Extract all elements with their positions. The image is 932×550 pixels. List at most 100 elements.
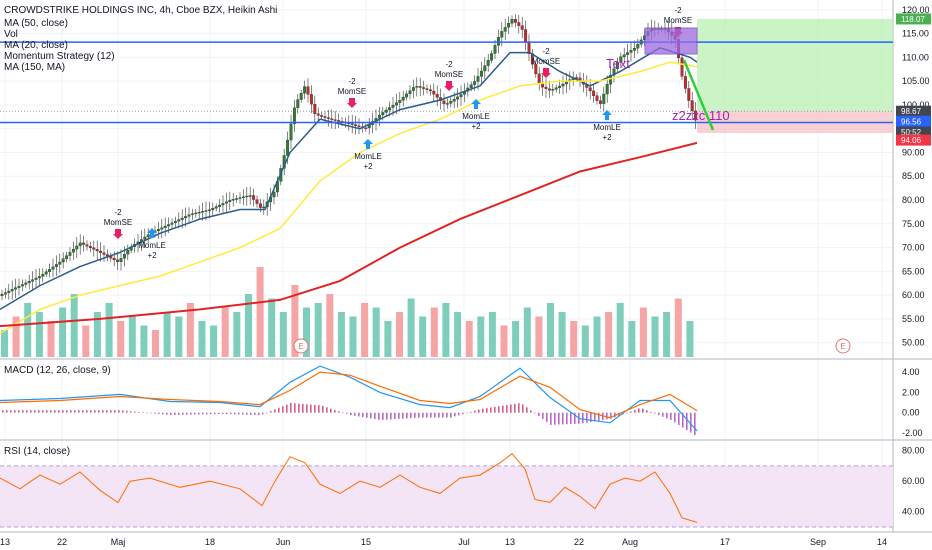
candle-body (377, 114, 381, 119)
volume-bar (1, 330, 8, 357)
drawing-text-label[interactable]: Text (606, 56, 630, 71)
candle-body (180, 217, 184, 220)
legend-line[interactable]: MA (150, MA) (4, 62, 65, 73)
candle-body (116, 259, 120, 262)
macd-histogram-bar (518, 403, 520, 413)
candle-body (201, 211, 205, 213)
candle-body (432, 90, 436, 95)
macd-histogram-bar (678, 412, 680, 425)
horizontal-levels[interactable] (0, 41, 893, 124)
macd-histogram-bar (662, 412, 664, 417)
macd-histogram-bar (542, 412, 544, 419)
candle-body (609, 75, 613, 85)
candle-body (510, 19, 514, 24)
volume-bar (465, 321, 473, 357)
trend-line-drawing[interactable] (682, 59, 715, 131)
macd-histogram-bar (38, 410, 40, 413)
box-drawing[interactable] (644, 27, 698, 55)
macd-histogram-bar (210, 412, 212, 415)
macd-histogram-bar (94, 410, 96, 413)
drawing-text-label-2[interactable]: z2zzc 110 (672, 108, 730, 123)
macd-histogram-bar (330, 408, 332, 413)
macd-histogram-bar (262, 412, 264, 415)
candle-body (296, 99, 300, 108)
candle-body (483, 65, 487, 72)
macd-histogram-bar (606, 412, 608, 420)
macd-histogram-bar (6, 410, 8, 413)
candle-body (122, 254, 126, 259)
legend-line[interactable]: MA (50, close) (4, 18, 68, 29)
candle-body (88, 246, 92, 248)
candle-body (592, 90, 596, 96)
price-tick-label: 115.00 (902, 29, 929, 39)
candle-body (690, 100, 694, 112)
candle-body (61, 258, 65, 263)
candle-body (595, 95, 599, 101)
volume-bar (117, 321, 125, 357)
macd-histogram-bar (306, 404, 308, 413)
candle-body (163, 225, 167, 228)
candle-body (224, 201, 228, 204)
earnings-marker-icon[interactable] (835, 338, 851, 354)
candle-body (493, 45, 497, 54)
macd-histogram-bar (582, 412, 584, 424)
volume-bar (442, 303, 450, 357)
macd-histogram-bar (138, 412, 140, 413)
macd-histogram-bar (218, 412, 220, 414)
macd-histogram-bar (366, 412, 368, 418)
candle-body (119, 258, 123, 262)
macd-histogram-bar (694, 412, 696, 436)
legend-line[interactable]: MA (20, close) (4, 40, 68, 51)
candle-body (34, 277, 38, 280)
drawings[interactable]: Text z2zzc 110 (606, 27, 730, 131)
candle-body (303, 86, 307, 94)
macd-histogram-bar (386, 412, 388, 420)
candle-body (68, 252, 72, 256)
price-tick-label: 80.00 (902, 195, 925, 205)
macd-histogram-bar (298, 403, 300, 413)
time-axis[interactable]: 13 22 Maj 18 Jun 15 Jul 13 22 Aug 17 Sep 14 (0, 537, 887, 547)
price-badge-label: 118.07 (901, 15, 925, 24)
macd-tick-label: 2.00 (902, 387, 920, 397)
legend-line[interactable]: Vol (4, 29, 18, 40)
time-tick-label: Maj (111, 537, 126, 547)
time-tick-label: 13 (0, 537, 10, 547)
macd-histogram-bar (86, 410, 88, 413)
macd-histogram-bar (214, 412, 216, 415)
rsi-tick-label: 40.00 (902, 507, 925, 517)
candle-body (248, 195, 252, 197)
price-tick-label: 55.00 (902, 314, 925, 324)
macd-histogram-bar (178, 412, 180, 415)
earnings-markers[interactable]: E E (293, 338, 851, 354)
volume-bar (384, 321, 392, 357)
candle-body (333, 119, 337, 121)
candle-body (445, 103, 449, 105)
signal-label: MomSE (435, 70, 463, 79)
macd-histogram-bar (102, 410, 104, 413)
signal-arrow-down (444, 81, 454, 91)
trade-zones (0, 18, 893, 133)
candle-body (473, 81, 477, 85)
earnings-marker-icon[interactable] (293, 338, 309, 354)
macd-histogram-bar (114, 410, 116, 413)
candle-body (422, 87, 426, 89)
macd-legend[interactable]: MACD (12, 26, close, 9) (4, 365, 111, 376)
legend-line[interactable]: Momentum Strategy (12) (4, 51, 115, 62)
macd-histogram-bar (474, 410, 476, 413)
macd-histogram-bar (78, 410, 80, 413)
macd-histogram-bar (358, 412, 360, 417)
macd-histogram-bar (182, 412, 184, 415)
macd-histogram-bar (118, 410, 120, 413)
moving-average-line (0, 141, 698, 328)
macd-histogram-bar (198, 412, 200, 415)
volume-bar (140, 325, 148, 357)
price-axis[interactable]: 120.00115.00110.00105.00100.0095.0090.00… (902, 5, 930, 517)
macd-histogram-bar (414, 412, 416, 418)
volume-bar (337, 312, 345, 357)
candle-body (258, 203, 262, 208)
time-tick-label: Aug (622, 537, 638, 547)
candle-body (615, 62, 619, 69)
rsi-legend[interactable]: RSI (14, close) (4, 446, 70, 457)
